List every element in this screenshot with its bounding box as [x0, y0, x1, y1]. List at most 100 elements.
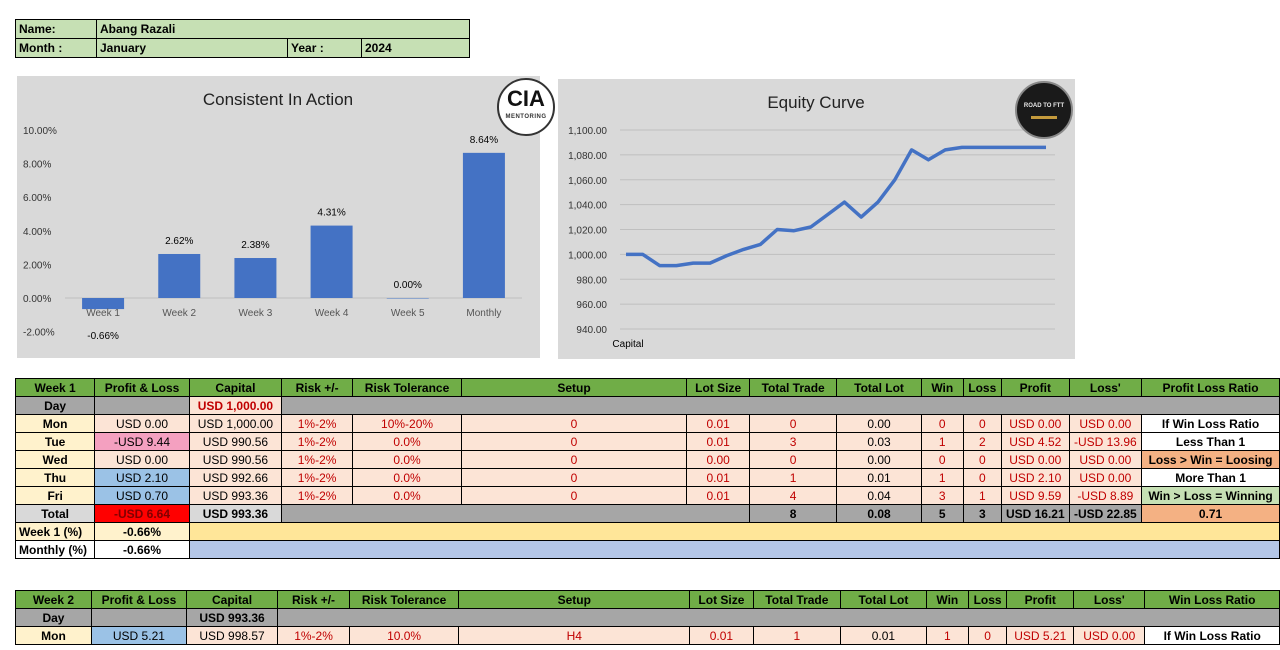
cell-profit[interactable]: USD 2.10 — [1000, 468, 1070, 487]
month-pct-value[interactable]: -0.66% — [94, 540, 190, 559]
cell-risk[interactable]: 1%-2% — [281, 432, 354, 451]
cell-profit[interactable]: USD 9.59 — [1000, 486, 1070, 505]
cell-lossv[interactable]: -USD 8.89 — [1068, 486, 1143, 505]
cell-tol[interactable]: 10.0% — [348, 626, 460, 645]
cell-loss[interactable]: 0 — [962, 468, 1002, 487]
cell-win[interactable]: 0 — [920, 414, 964, 433]
cell-lossv[interactable]: USD 0.00 — [1068, 414, 1143, 433]
total-win[interactable]: 5 — [920, 504, 964, 523]
cell-tlot[interactable]: 0.00 — [836, 414, 922, 433]
cell-capital[interactable]: USD 990.56 — [188, 432, 283, 451]
cell-capital[interactable]: USD 990.56 — [188, 450, 283, 469]
cell-ratio[interactable]: If Win Loss Ratio — [1141, 414, 1280, 433]
cell-lot[interactable]: 0.01 — [686, 468, 751, 487]
cell-win[interactable]: 3 — [920, 486, 964, 505]
cell-win[interactable]: 1 — [925, 626, 969, 645]
week2-start-capital[interactable]: USD 993.36 — [185, 608, 279, 627]
cell-win[interactable]: 0 — [920, 450, 964, 469]
total-lot[interactable]: 0.08 — [836, 504, 922, 523]
bar[interactable] — [158, 253, 201, 298]
cell-tlot[interactable]: 0.01 — [840, 626, 927, 645]
cell-capital[interactable]: USD 993.36 — [188, 486, 283, 505]
cell-tol[interactable]: 0.0% — [352, 486, 462, 505]
cell-loss[interactable]: 0 — [967, 626, 1008, 645]
cell-pnl[interactable]: -USD 9.44 — [94, 432, 190, 451]
week1-start-capital[interactable]: USD 1,000.00 — [188, 396, 283, 415]
cell-setup[interactable]: 0 — [460, 432, 688, 451]
total-ratio[interactable]: 0.71 — [1141, 504, 1280, 523]
cell-trades[interactable]: 0 — [749, 414, 838, 433]
cell-profit[interactable]: USD 4.52 — [1000, 432, 1070, 451]
cell-risk[interactable]: 1%-2% — [281, 468, 354, 487]
cell-lossv[interactable]: USD 0.00 — [1073, 626, 1146, 645]
total-loss[interactable]: 3 — [962, 504, 1002, 523]
cell-loss[interactable]: 2 — [962, 432, 1002, 451]
cell-risk[interactable]: 1%-2% — [281, 486, 354, 505]
cell-setup[interactable]: 0 — [460, 486, 688, 505]
cell-loss[interactable]: 1 — [962, 486, 1002, 505]
cell-profit[interactable]: USD 5.21 — [1006, 626, 1075, 645]
cell-ratio[interactable]: If Win Loss Ratio — [1144, 626, 1280, 645]
name-value[interactable]: Abang Razali — [96, 19, 470, 39]
cell-loss[interactable]: 0 — [962, 450, 1002, 469]
total-profit[interactable]: USD 16.21 — [1000, 504, 1070, 523]
bar[interactable] — [82, 298, 125, 310]
cell-profit[interactable]: USD 0.00 — [1000, 414, 1070, 433]
cell-setup[interactable]: H4 — [458, 626, 691, 645]
cell-lot[interactable]: 0.01 — [686, 414, 751, 433]
cell-setup[interactable]: 0 — [460, 468, 688, 487]
week-pct-value[interactable]: -0.66% — [94, 522, 190, 541]
bar[interactable] — [462, 152, 505, 298]
equity-series-line[interactable] — [626, 145, 1046, 268]
cell-tlot[interactable]: 0.01 — [836, 468, 922, 487]
cell-risk[interactable]: 1%-2% — [277, 626, 350, 645]
total-trades[interactable]: 8 — [749, 504, 838, 523]
cell-trades[interactable]: 3 — [749, 432, 838, 451]
cell-lossv[interactable]: USD 0.00 — [1068, 450, 1143, 469]
cell-tol[interactable]: 0.0% — [352, 468, 462, 487]
cell-win[interactable]: 1 — [920, 468, 964, 487]
bar[interactable] — [386, 298, 429, 299]
equity-curve-chart[interactable]: Equity Curve 1,100.00 1,080.00 1,060.00 1,04… — [558, 79, 1075, 359]
cell-tol[interactable]: 0.0% — [352, 432, 462, 451]
bar[interactable] — [310, 225, 353, 298]
cell-lot[interactable]: 0.01 — [689, 626, 754, 645]
total-pnl[interactable]: -USD 6.64 — [94, 504, 190, 523]
cell-tlot[interactable]: 0.00 — [836, 450, 922, 469]
cell-tlot[interactable]: 0.04 — [836, 486, 922, 505]
cell-trades[interactable]: 1 — [752, 626, 842, 645]
cell-ratio[interactable]: Less Than 1 — [1141, 432, 1280, 451]
cell-risk[interactable]: 1%-2% — [281, 414, 354, 433]
cell-win[interactable]: 1 — [920, 432, 964, 451]
year-value[interactable]: 2024 — [361, 38, 470, 58]
cell-trades[interactable]: 4 — [749, 486, 838, 505]
cell-ratio[interactable]: Loss > Win = Loosing — [1141, 450, 1280, 469]
total-capital[interactable]: USD 993.36 — [188, 504, 283, 523]
weekly-performance-chart[interactable]: Consistent In Action 10.00% 8.00% 6.00% 4.00… — [17, 76, 555, 358]
cell-lossv[interactable]: -USD 13.96 — [1068, 432, 1143, 451]
cell-trades[interactable]: 1 — [749, 468, 838, 487]
cell-setup[interactable]: 0 — [460, 450, 688, 469]
cell-trades[interactable]: 0 — [749, 450, 838, 469]
cell-pnl[interactable]: USD 2.10 — [94, 468, 190, 487]
total-loss-value[interactable]: -USD 22.85 — [1068, 504, 1143, 523]
cell-loss[interactable]: 0 — [962, 414, 1002, 433]
cell-tlot[interactable]: 0.03 — [836, 432, 922, 451]
cell-setup[interactable]: 0 — [460, 414, 688, 433]
cell-profit[interactable]: USD 0.00 — [1000, 450, 1070, 469]
cell-pnl[interactable]: USD 5.21 — [90, 626, 187, 645]
cell-lot[interactable]: 0.01 — [686, 486, 751, 505]
cell-ratio[interactable]: Win > Loss = Winning — [1141, 486, 1280, 505]
cell-pnl[interactable]: USD 0.00 — [94, 450, 190, 469]
month-value[interactable]: January — [96, 38, 288, 58]
cell-lot[interactable]: 0.00 — [686, 450, 751, 469]
cell-capital[interactable]: USD 992.66 — [188, 468, 283, 487]
cell-ratio[interactable]: More Than 1 — [1141, 468, 1280, 487]
cell-lot[interactable]: 0.01 — [686, 432, 751, 451]
cell-lossv[interactable]: USD 0.00 — [1068, 468, 1143, 487]
cell-pnl[interactable]: USD 0.70 — [94, 486, 190, 505]
cell-capital[interactable]: USD 1,000.00 — [188, 414, 283, 433]
cell-tol[interactable]: 10%-20% — [352, 414, 462, 433]
cell-pnl[interactable]: USD 0.00 — [94, 414, 190, 433]
cell-risk[interactable]: 1%-2% — [281, 450, 354, 469]
